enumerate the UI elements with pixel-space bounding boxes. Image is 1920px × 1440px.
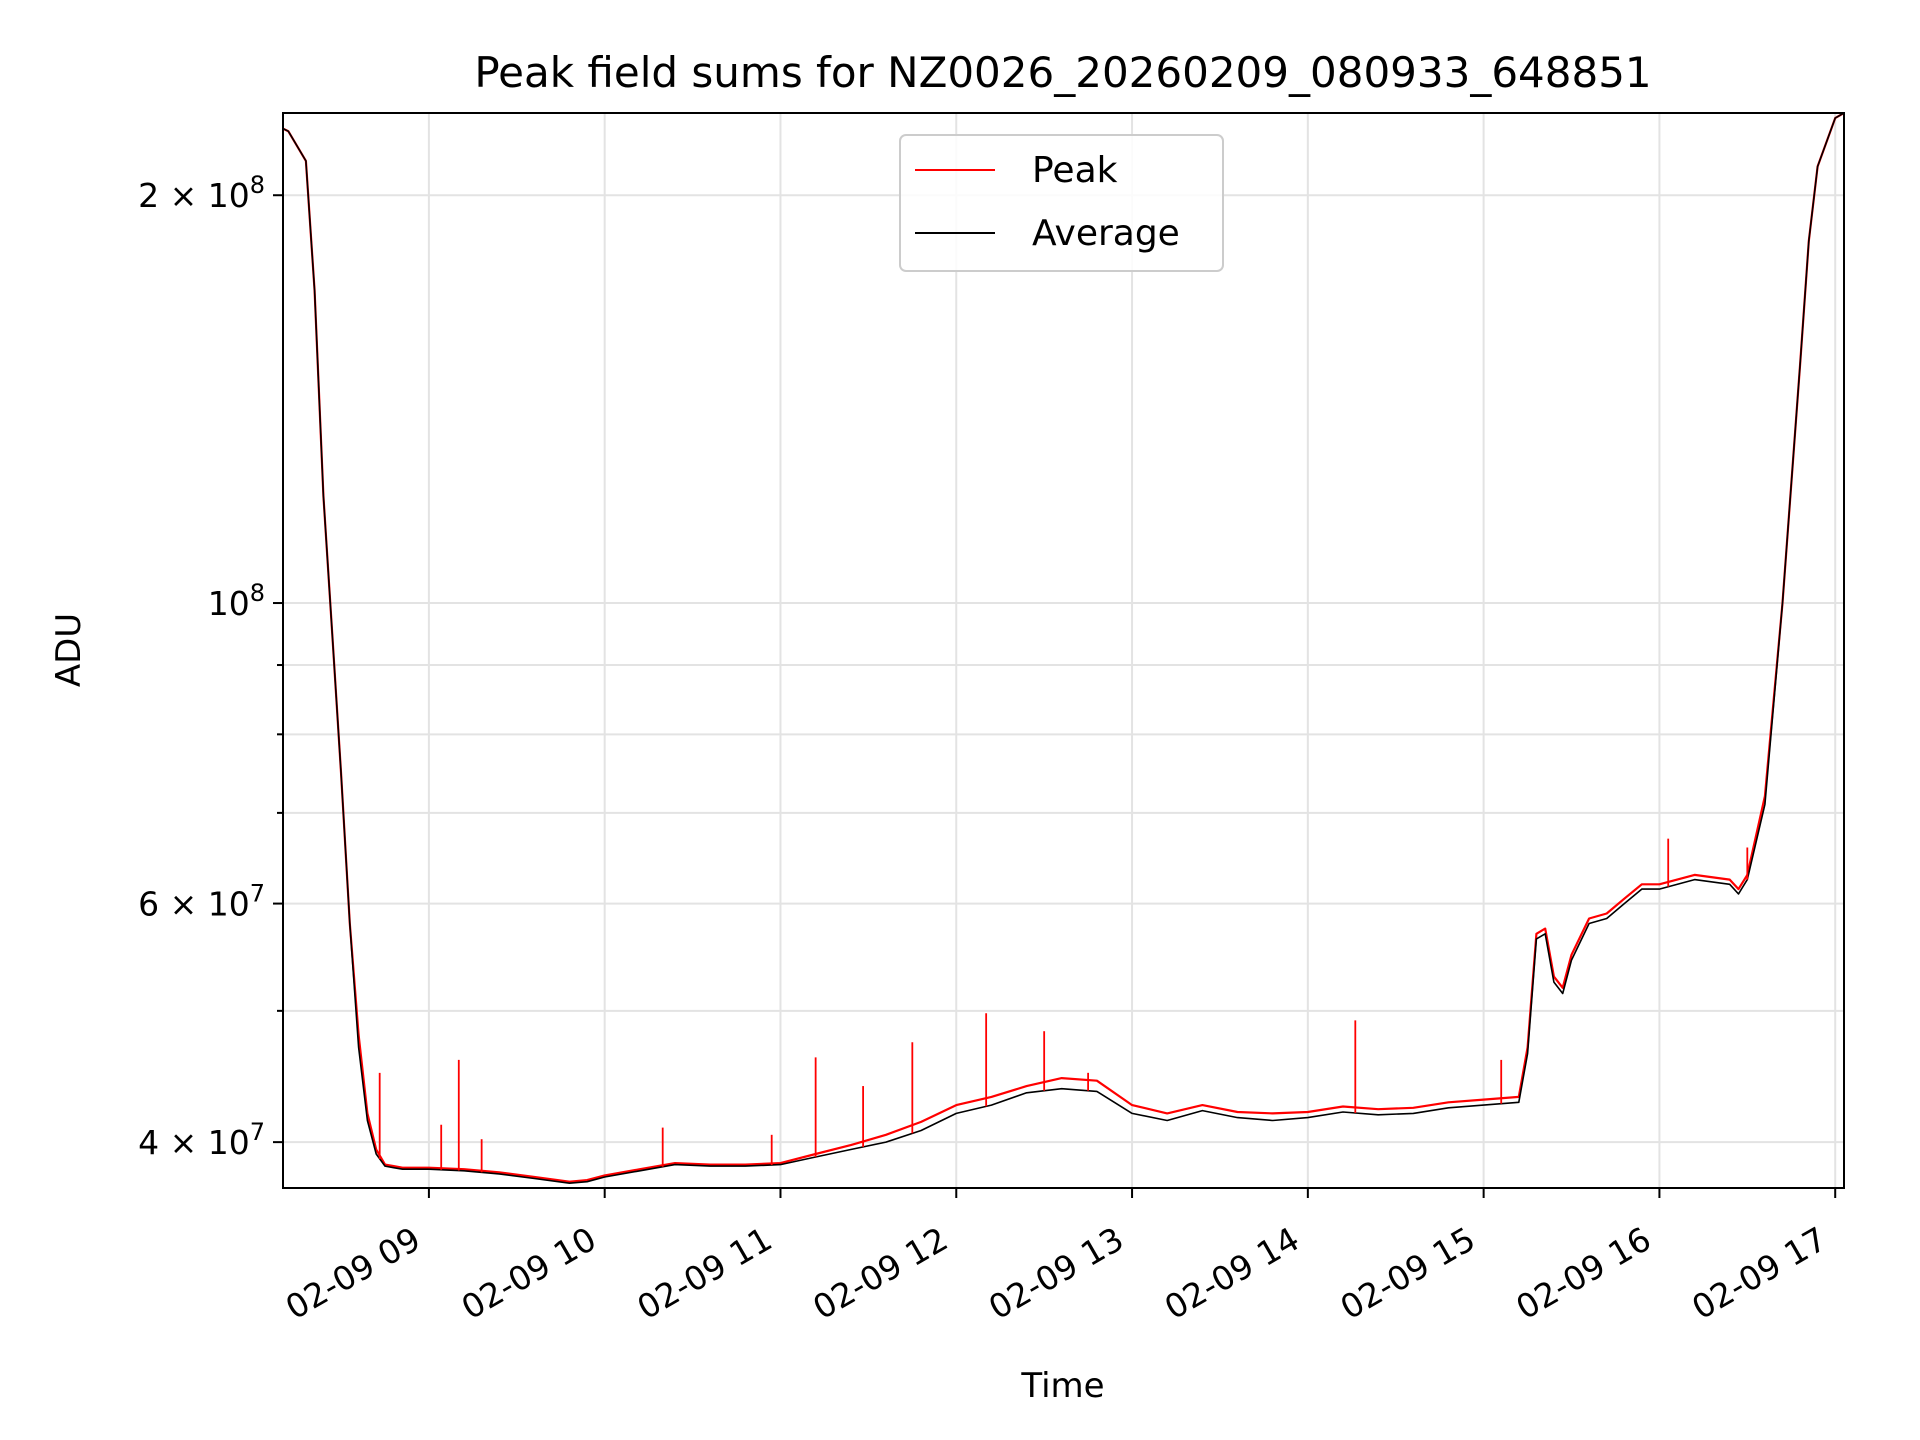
y-tick-label: 6 × 107 xyxy=(138,880,265,924)
y-axis-label: ADU xyxy=(49,613,89,687)
y-tick-label: 2 × 108 xyxy=(138,171,265,215)
series-layer xyxy=(283,113,1844,1184)
series-line-peak xyxy=(283,113,1844,1183)
y-tick-label: 108 xyxy=(208,579,265,623)
x-axis-label: Time xyxy=(1020,1366,1104,1406)
legend: Peak Average xyxy=(899,134,1224,272)
legend-label-average: Average xyxy=(1032,213,1180,254)
plot-frame xyxy=(282,112,1845,1189)
legend-label-peak: Peak xyxy=(1032,150,1118,191)
series-line-average xyxy=(283,113,1844,1184)
grid xyxy=(283,113,1844,1188)
chart-title: Peak field sums for NZ0026_20260209_0809… xyxy=(474,48,1651,97)
y-tick-label: 4 × 107 xyxy=(138,1118,265,1162)
